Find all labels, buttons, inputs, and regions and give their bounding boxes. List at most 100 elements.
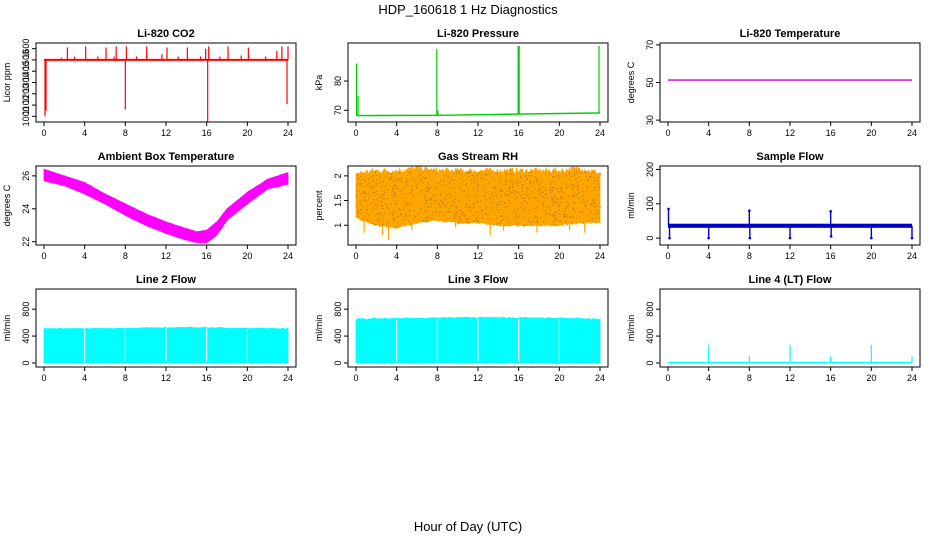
x-tick-label: 24: [283, 373, 293, 383]
series-texture: [565, 208, 567, 209]
series-texture: [544, 197, 546, 199]
y-axis-label: Licor ppm: [2, 63, 12, 103]
x-tick-label: 4: [82, 373, 87, 383]
series-texture: [540, 191, 542, 193]
series-texture: [383, 198, 385, 200]
series-texture: [481, 209, 483, 211]
series-texture: [595, 205, 597, 207]
series-texture: [582, 201, 584, 203]
series-texture: [520, 177, 522, 179]
series-texture: [473, 206, 475, 208]
series-texture: [458, 209, 460, 211]
series-texture: [370, 176, 372, 178]
series-texture: [443, 202, 445, 204]
series-texture: [393, 219, 395, 221]
series-texture: [420, 174, 421, 176]
series-texture: [481, 209, 483, 211]
x-tick-label: 16: [202, 251, 212, 261]
series-texture: [372, 199, 374, 201]
series-texture: [359, 190, 360, 192]
series-texture: [369, 185, 371, 187]
series-texture: [533, 197, 535, 199]
series-texture: [551, 214, 553, 216]
series-texture: [505, 177, 507, 179]
series-texture: [519, 181, 521, 183]
series-texture: [521, 202, 523, 203]
series-texture: [470, 210, 472, 212]
series-texture: [492, 202, 494, 204]
series-texture: [369, 202, 371, 204]
y-tick-label: 800: [645, 302, 655, 317]
series-texture: [549, 210, 551, 212]
series-texture: [579, 170, 581, 172]
series-texture: [552, 199, 553, 201]
series-texture: [377, 204, 379, 206]
series-texture: [358, 210, 359, 212]
series-texture: [462, 214, 464, 216]
series-texture: [441, 200, 443, 202]
series-texture: [535, 221, 537, 223]
series-texture: [449, 193, 451, 195]
series-texture: [484, 194, 486, 196]
series-texture: [520, 194, 522, 196]
series-texture: [512, 186, 514, 187]
series-texture: [423, 177, 425, 179]
series-texture: [511, 173, 513, 174]
series-texture: [556, 198, 558, 200]
series-texture: [444, 178, 446, 180]
series-texture: [377, 207, 378, 209]
series-texture: [552, 215, 554, 217]
y-tick-label: 0: [333, 360, 343, 365]
series-texture: [553, 181, 555, 182]
x-tick-label: 24: [595, 251, 605, 261]
series-texture: [377, 193, 379, 195]
series-texture: [495, 206, 497, 207]
series-texture: [428, 197, 430, 199]
series-texture: [468, 209, 470, 211]
series-texture: [381, 202, 383, 203]
series-texture: [430, 205, 432, 207]
series-texture: [447, 202, 448, 204]
series-texture: [554, 218, 555, 220]
series-texture: [458, 222, 460, 223]
series-texture: [507, 214, 509, 215]
series-point: [788, 236, 792, 240]
series-texture: [423, 171, 425, 172]
series-texture: [435, 182, 437, 184]
series-texture: [557, 187, 559, 189]
series-texture: [546, 212, 548, 214]
series-texture: [550, 183, 552, 185]
series-texture: [384, 192, 386, 194]
series-texture: [558, 204, 560, 206]
series-texture: [409, 171, 411, 173]
series-texture: [566, 214, 568, 216]
series-texture: [393, 195, 395, 197]
series-texture: [477, 211, 479, 213]
series-texture: [499, 190, 501, 192]
series-texture: [356, 190, 358, 192]
series-texture: [387, 221, 389, 223]
series-texture: [404, 205, 406, 207]
series-texture: [532, 221, 534, 223]
x-tick-label: 8: [435, 128, 440, 138]
series-texture: [360, 209, 362, 211]
series-texture: [417, 176, 419, 178]
series-texture: [557, 205, 559, 207]
series-texture: [543, 202, 545, 204]
series-texture: [573, 183, 575, 185]
series-texture: [393, 185, 395, 187]
series-texture: [573, 195, 575, 197]
series-texture: [422, 219, 424, 221]
y-tick-label: 1400: [21, 61, 31, 81]
series-texture: [432, 196, 434, 197]
series-texture: [485, 206, 487, 208]
series-texture: [366, 212, 368, 214]
series-texture: [396, 215, 398, 217]
series-texture: [477, 175, 479, 176]
series-texture: [546, 206, 547, 208]
series-texture: [416, 186, 418, 188]
panel-8: Line 3 Flow ml/min 0 4 8 12 16 20 24 0 400 800: [314, 274, 609, 383]
series-texture: [569, 172, 571, 173]
series-texture: [430, 186, 432, 188]
series-texture: [500, 194, 502, 196]
